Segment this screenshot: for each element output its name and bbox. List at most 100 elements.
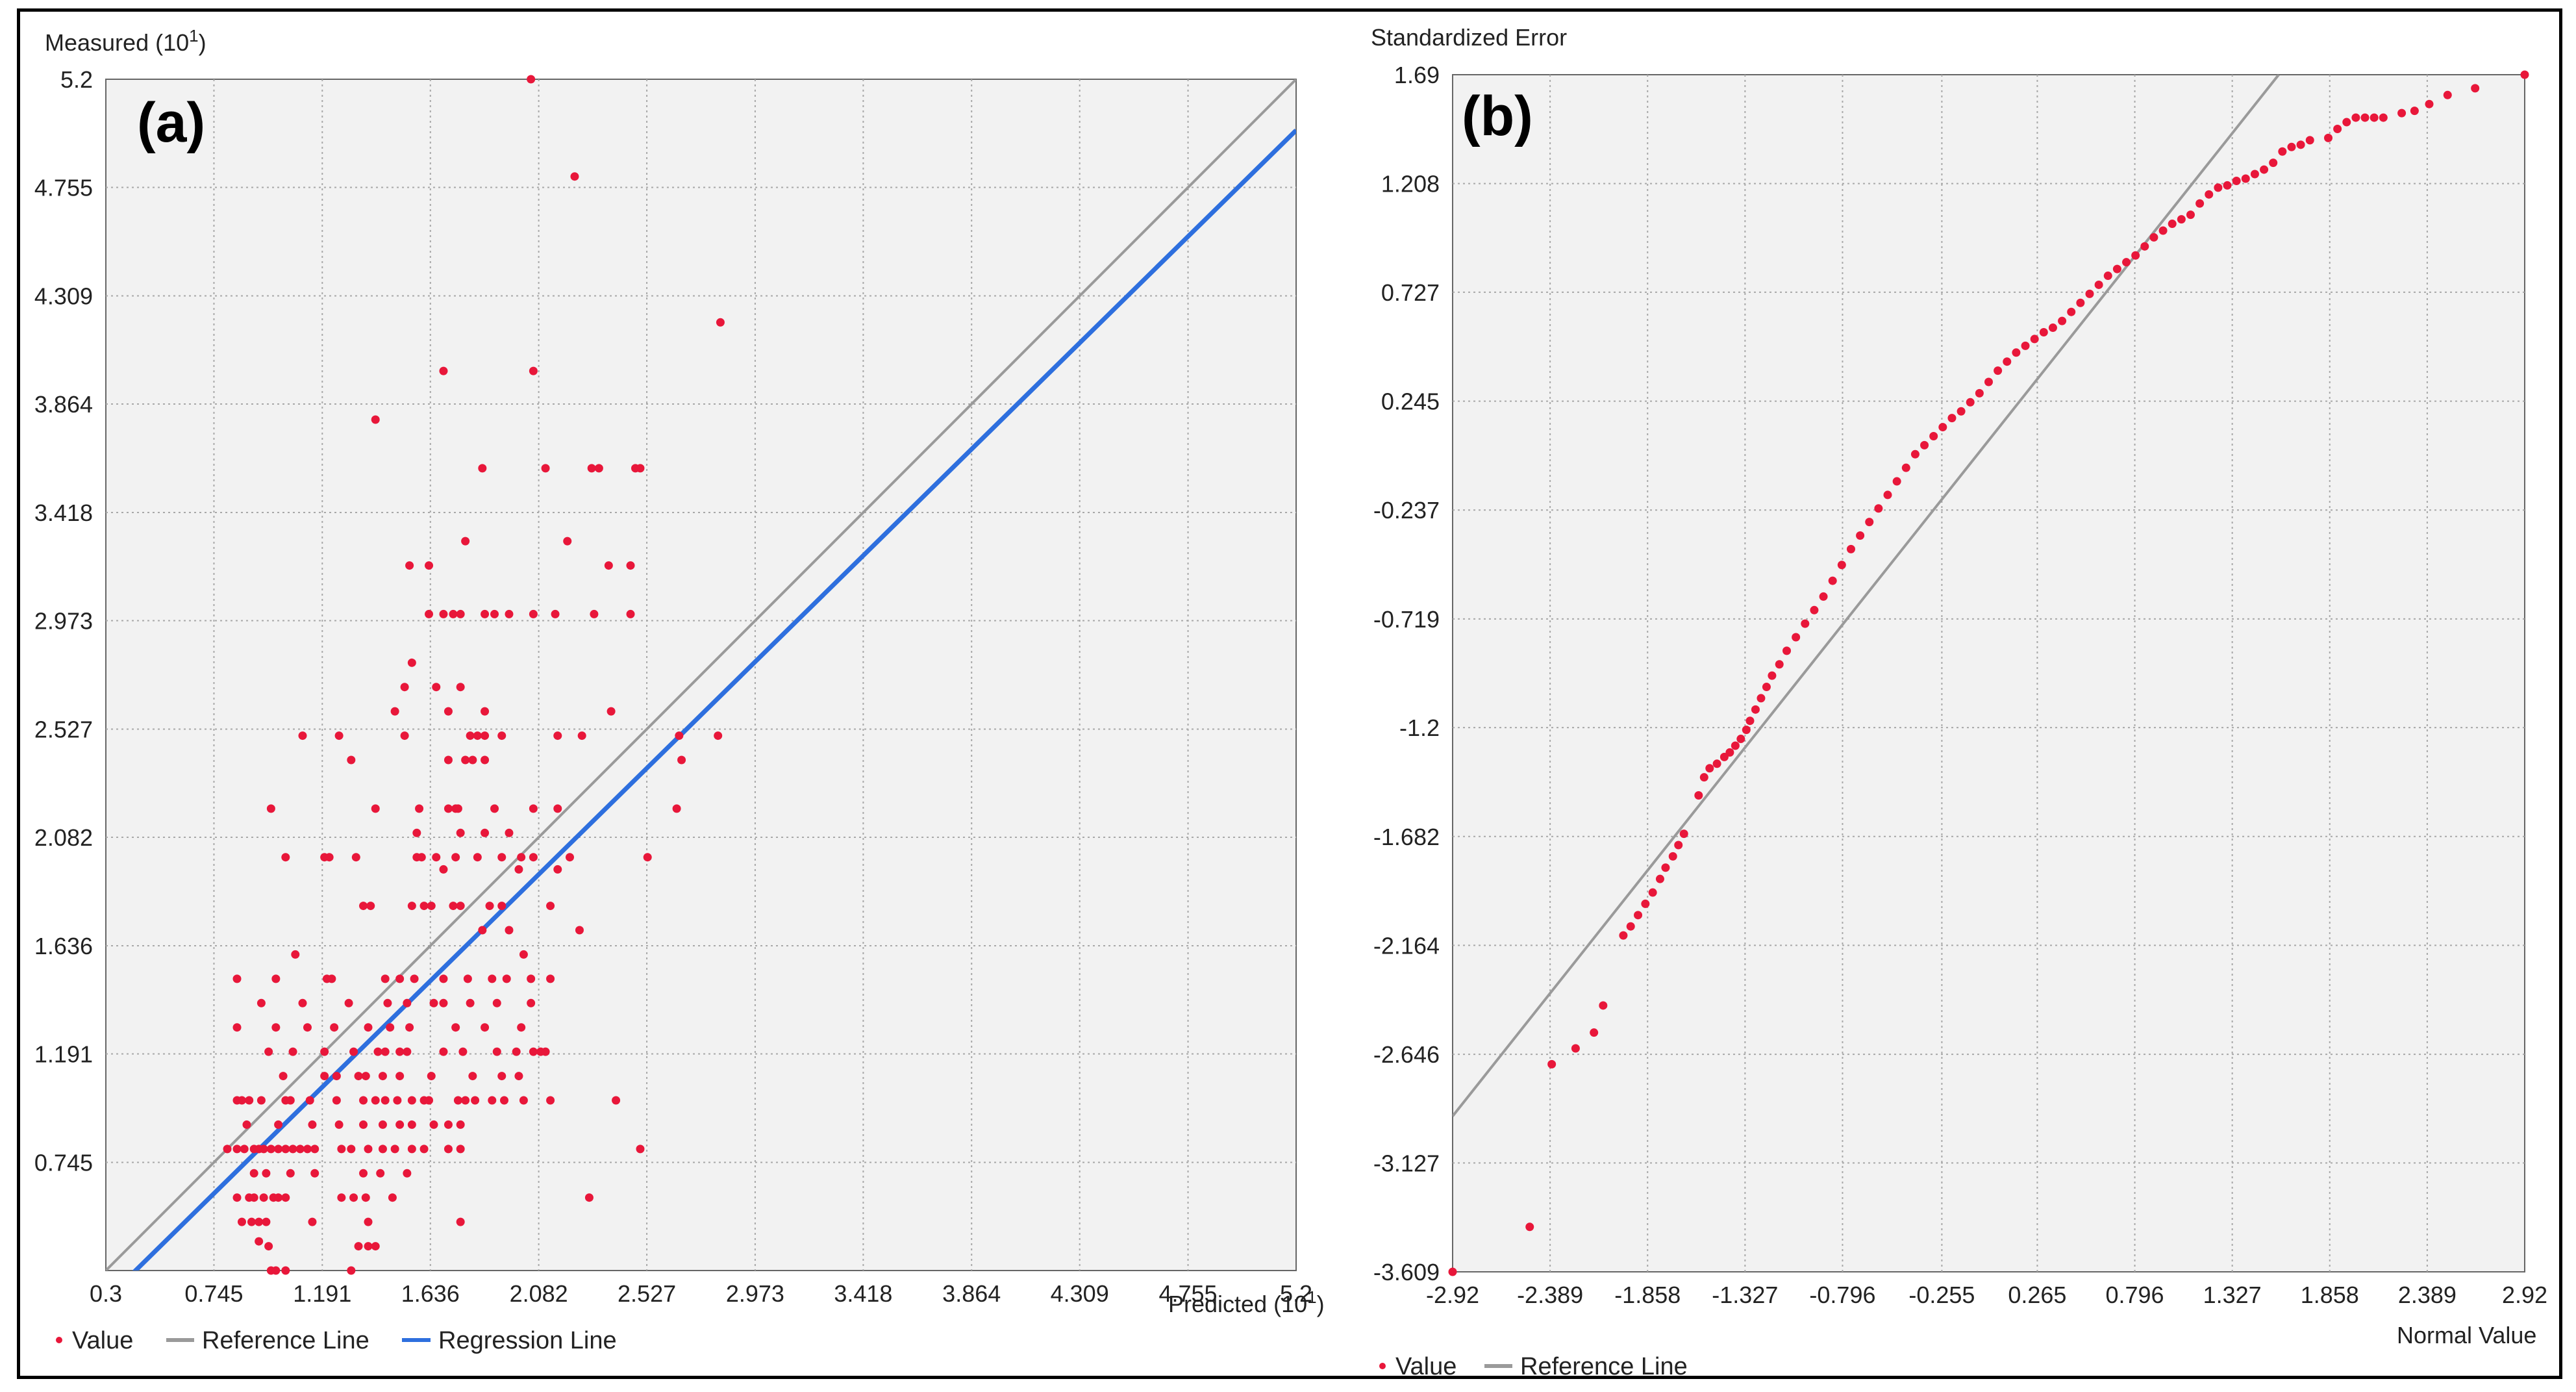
data-point xyxy=(1883,490,1892,500)
data-point xyxy=(378,1120,387,1129)
data-point xyxy=(337,1145,346,1154)
data-point xyxy=(245,1096,254,1105)
data-point xyxy=(490,609,499,618)
reference-line-a xyxy=(106,79,1296,1271)
x-tick-label: 0.796 xyxy=(2105,1282,2164,1308)
data-point xyxy=(2030,335,2039,344)
data-point xyxy=(541,1047,550,1056)
data-point xyxy=(347,1266,356,1275)
data-point xyxy=(378,1072,387,1081)
data-point xyxy=(546,1096,555,1105)
figure-canvas: 0.3 0.745 1.191 1.636 2.082 2.527 2.973 3.418 3.… xyxy=(34,24,2547,1380)
data-point xyxy=(332,1072,341,1081)
data-point xyxy=(1571,1044,1580,1053)
data-point xyxy=(347,755,356,765)
data-point xyxy=(1547,1059,1557,1069)
data-point xyxy=(497,902,506,911)
data-point xyxy=(288,1047,297,1056)
data-point xyxy=(271,1023,281,1032)
data-point xyxy=(468,1072,477,1081)
x-tick-label: 3.418 xyxy=(834,1280,892,1307)
data-point xyxy=(1768,671,1777,680)
data-point xyxy=(590,609,599,618)
legend-reference-label-b: Reference Line xyxy=(1520,1353,1688,1376)
data-point xyxy=(1929,431,1938,440)
data-point xyxy=(237,1217,246,1226)
data-point xyxy=(502,974,511,983)
x-tick-label: 2.527 xyxy=(618,1280,676,1307)
data-point xyxy=(1699,773,1708,782)
x-tick-label: 2.973 xyxy=(726,1280,784,1307)
x-tick-labels-b: -2.92 -2.389 -1.858 -1.327 -0.796 -0.255 0.265… xyxy=(1426,1282,2547,1308)
data-point xyxy=(514,1072,523,1081)
data-point xyxy=(354,1072,363,1081)
x-tick-label: 1.636 xyxy=(401,1280,460,1307)
data-point xyxy=(232,1193,242,1202)
data-point xyxy=(519,1096,528,1105)
data-point xyxy=(364,1145,373,1154)
data-point xyxy=(2085,289,2094,298)
data-point xyxy=(429,998,438,1007)
data-point xyxy=(425,561,434,570)
data-point xyxy=(2425,99,2434,108)
data-point xyxy=(2278,147,2287,156)
data-point xyxy=(529,804,538,813)
data-point xyxy=(419,1145,429,1154)
data-point xyxy=(2058,316,2067,325)
data-point xyxy=(1725,748,1734,757)
data-point xyxy=(439,609,448,618)
data-point xyxy=(364,1242,373,1251)
data-point xyxy=(2158,226,2168,235)
x-tick-label: 3.864 xyxy=(942,1280,1001,1307)
data-point xyxy=(429,1120,438,1129)
data-point xyxy=(274,1145,283,1154)
legend-b: Value Reference Line xyxy=(1379,1353,1688,1380)
data-point xyxy=(271,974,281,983)
data-point xyxy=(2149,233,2158,242)
data-point xyxy=(1828,576,1837,585)
data-point xyxy=(381,1047,390,1056)
data-point xyxy=(400,683,409,692)
data-point xyxy=(232,974,242,983)
data-point xyxy=(388,1193,397,1202)
data-point xyxy=(303,1145,312,1154)
data-point xyxy=(1775,660,1784,669)
data-point xyxy=(320,1072,329,1081)
data-point xyxy=(332,1096,341,1105)
data-point xyxy=(575,926,584,935)
data-point xyxy=(439,998,448,1007)
data-point xyxy=(439,1047,448,1056)
data-point xyxy=(2168,220,2177,229)
data-point xyxy=(2112,264,2121,273)
data-point xyxy=(485,902,494,911)
data-point xyxy=(517,853,526,862)
data-point xyxy=(2122,258,2131,267)
data-point xyxy=(2520,70,2529,79)
data-point xyxy=(468,755,477,765)
data-point xyxy=(563,537,572,546)
data-point xyxy=(223,1145,232,1154)
data-point xyxy=(1792,633,1801,642)
data-point xyxy=(2103,272,2112,281)
data-point xyxy=(256,1096,266,1105)
y-tick-label: 1.69 xyxy=(1394,62,1440,88)
data-point xyxy=(237,1096,246,1105)
grid-a xyxy=(106,79,1296,1271)
data-point xyxy=(456,609,465,618)
data-point xyxy=(456,1145,465,1154)
data-point xyxy=(1975,388,1984,398)
y-tick-label: 1.208 xyxy=(1381,171,1440,197)
data-point xyxy=(456,1217,465,1226)
data-point xyxy=(2039,327,2048,336)
y-tick-label: 0.245 xyxy=(1381,388,1440,415)
data-point xyxy=(2214,183,2223,192)
data-point xyxy=(636,464,645,473)
data-point xyxy=(463,974,472,983)
x-tick-label: 0.745 xyxy=(184,1280,243,1307)
y-axis-title-a: Measured (101) xyxy=(45,26,206,56)
panel-b: -2.92 -2.389 -1.858 -1.327 -0.796 -0.255 0.265… xyxy=(1371,24,2547,1380)
data-point xyxy=(481,707,490,716)
data-point xyxy=(427,902,436,911)
y-tick-label: 1.636 xyxy=(34,933,93,959)
data-point xyxy=(349,1047,358,1056)
